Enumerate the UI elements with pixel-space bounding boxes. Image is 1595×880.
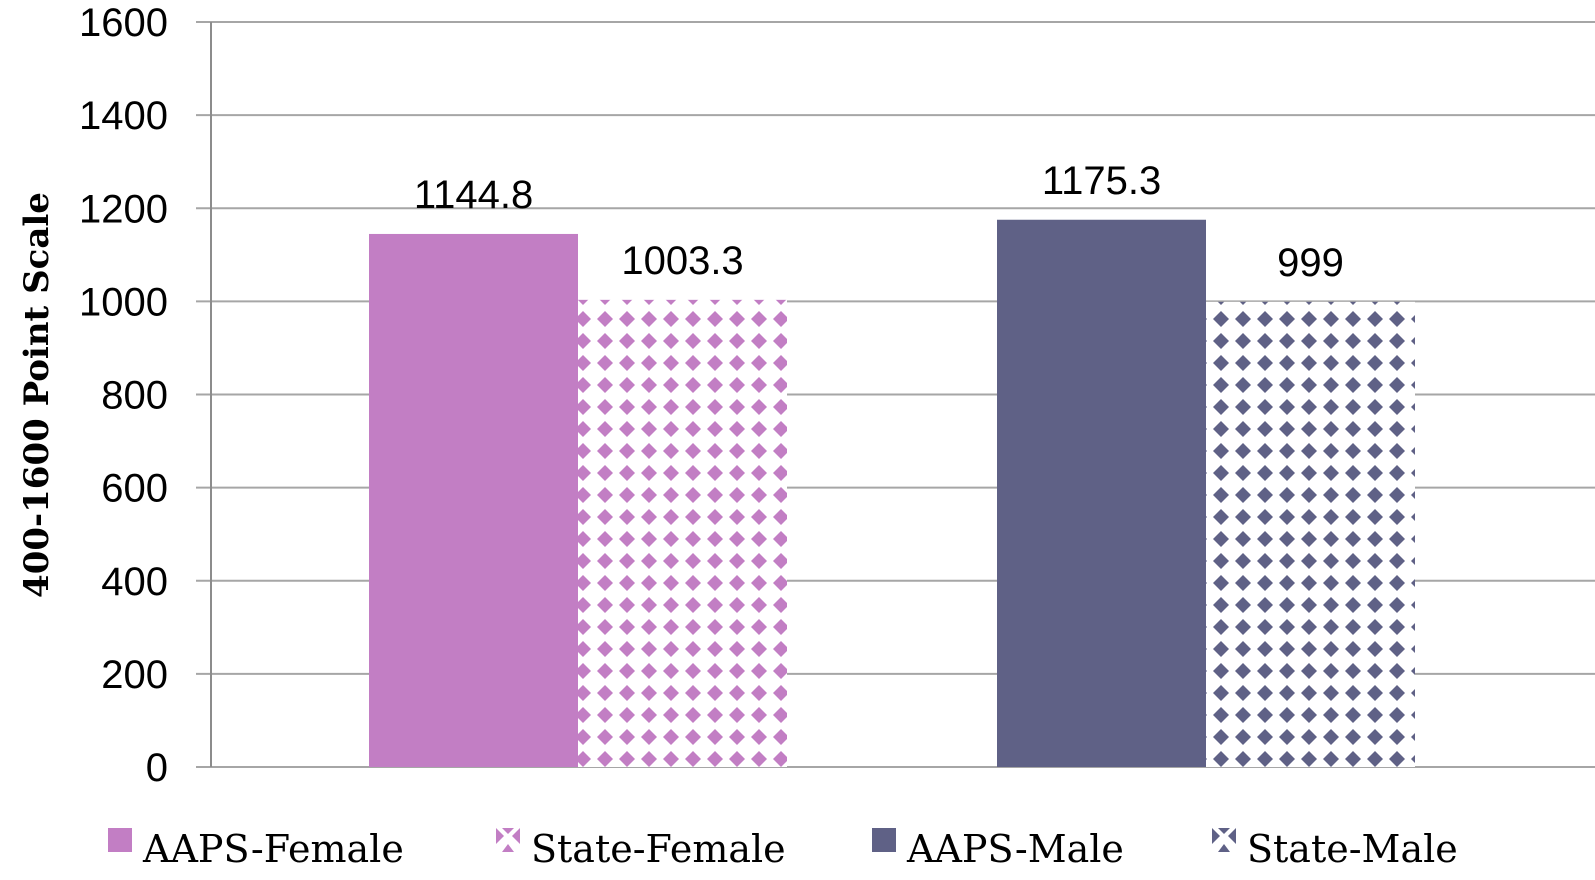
legend-marker-aaps-female bbox=[108, 828, 132, 852]
data-label-state-male: 999 bbox=[1277, 241, 1344, 285]
y-tick-label: 1600 bbox=[79, 1, 168, 45]
data-labels: 1144.8 1003.3 1175.3 999 bbox=[414, 159, 1344, 285]
y-tick-label: 1200 bbox=[79, 187, 168, 231]
y-axis-title: 400-1600 Point Scale bbox=[17, 192, 57, 598]
y-tick-label: 1400 bbox=[79, 94, 168, 138]
bar-state-female bbox=[578, 299, 787, 767]
bar-aaps-female bbox=[369, 233, 578, 767]
legend-marker-state-female bbox=[496, 828, 520, 852]
bars bbox=[369, 219, 1415, 768]
legend-label-aaps-female: AAPS-Female bbox=[142, 827, 404, 871]
legend-marker-state-male bbox=[1212, 828, 1236, 852]
data-label-aaps-male: 1175.3 bbox=[1042, 159, 1161, 203]
legend-label-state-male: State-Male bbox=[1247, 827, 1458, 871]
y-tick-label: 800 bbox=[101, 374, 168, 418]
y-tick-label: 200 bbox=[101, 653, 168, 697]
y-tick-label: 600 bbox=[101, 467, 168, 511]
y-axis-ticks: 0 200 400 600 800 1000 1200 1400 1600 bbox=[79, 1, 168, 790]
legend: AAPS-Female State-Female AAPS-Male State-Ma… bbox=[108, 827, 1458, 871]
y-tick-label: 400 bbox=[101, 560, 168, 604]
y-tick-label: 1000 bbox=[79, 280, 168, 324]
bar-aaps-male bbox=[997, 219, 1206, 768]
legend-marker-aaps-male bbox=[872, 828, 896, 852]
bar-state-male bbox=[1206, 301, 1415, 767]
data-label-aaps-female: 1144.8 bbox=[414, 173, 533, 217]
legend-label-aaps-male: AAPS-Male bbox=[906, 827, 1124, 871]
data-label-state-female: 1003.3 bbox=[621, 239, 743, 283]
y-tick-label: 0 bbox=[146, 746, 168, 790]
legend-label-state-female: State-Female bbox=[531, 827, 786, 871]
